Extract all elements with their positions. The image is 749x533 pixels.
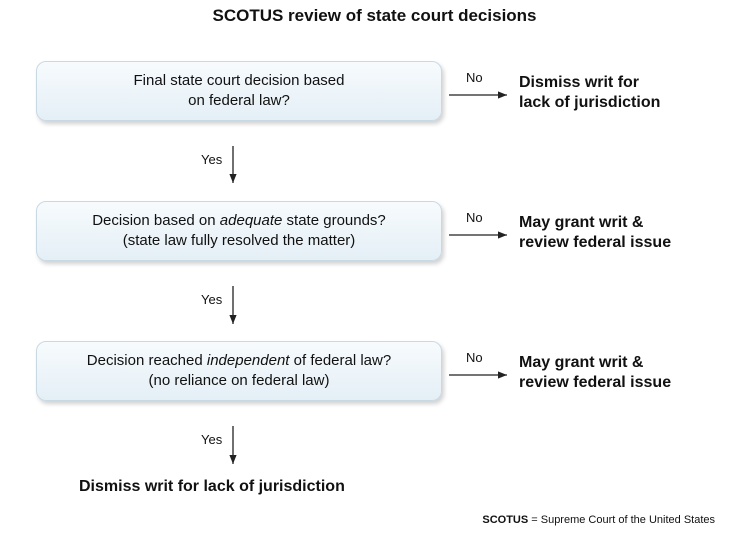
footnote: SCOTUS = Supreme Court of the United Sta…	[482, 514, 715, 526]
outcome-grant-writ: May grant writ & review federal issue	[519, 354, 672, 391]
decision-line-2: (state law fully resolved the matter)	[122, 232, 356, 249]
decision-line-1: Decision reached independent of federal …	[86, 352, 392, 369]
no-label: No	[466, 210, 483, 225]
decision-line-2: (no reliance on federal law)	[148, 372, 330, 389]
decision-box-independent: Decision reached independent of federal …	[36, 341, 442, 401]
outcome-grant-writ: May grant writ & review federal issue	[519, 214, 672, 251]
yes-label: Yes	[201, 432, 223, 447]
final-outcome: Dismiss writ for lack of jurisdiction	[79, 478, 345, 495]
decision-box-federal-law: Final state court decision based on fede…	[36, 61, 442, 121]
decision-box-adequate-grounds: Decision based on adequate state grounds…	[36, 201, 442, 261]
decision-line-1: Final state court decision based	[133, 72, 345, 89]
decision-line-1: Decision based on adequate state grounds…	[92, 212, 386, 229]
footnote-definition: = Supreme Court of the United States	[528, 514, 715, 526]
outcome-dismiss-writ: Dismiss writ for lack of jurisdiction	[519, 74, 661, 111]
footnote-abbr: SCOTUS	[482, 514, 529, 526]
diagram-title: SCOTUS review of state court decisions	[212, 6, 537, 25]
yes-label: Yes	[201, 152, 223, 167]
decision-line-2: on federal law?	[188, 92, 290, 109]
no-label: No	[466, 350, 483, 365]
yes-label: Yes	[201, 292, 223, 307]
no-label: No	[466, 70, 483, 85]
